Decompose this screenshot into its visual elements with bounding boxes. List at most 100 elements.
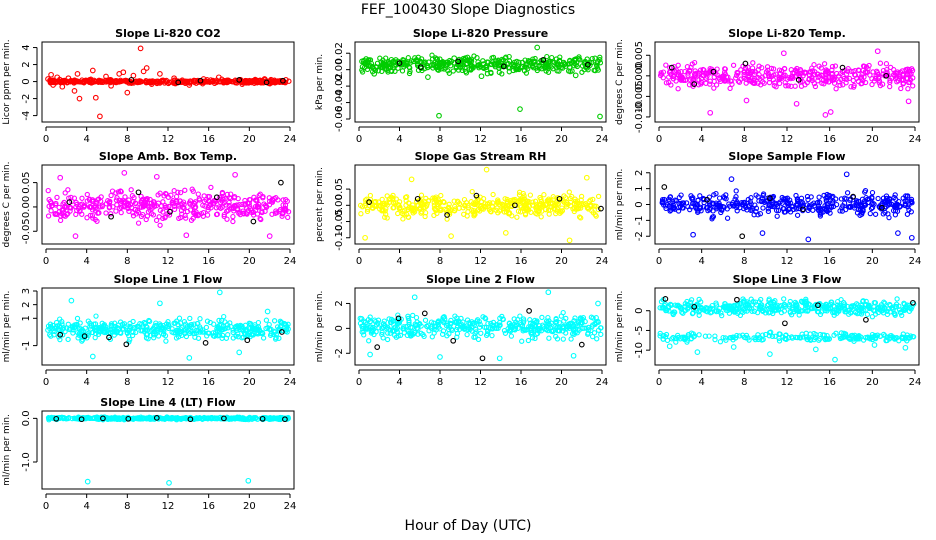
band-point: [858, 76, 865, 82]
band-point: [464, 60, 470, 67]
band-point: [903, 193, 909, 199]
band-point: [269, 415, 275, 421]
data-point: [283, 77, 289, 83]
band-point: [887, 335, 893, 341]
band-point: [733, 75, 739, 81]
band-point: [597, 54, 603, 60]
band-point: [907, 305, 913, 311]
band-point: [469, 188, 475, 195]
y-tick-label: -0.04: [334, 90, 345, 116]
band-point: [208, 201, 214, 208]
band-point: [682, 307, 689, 313]
band-point: [829, 200, 836, 206]
data-point: [166, 480, 172, 486]
band-point: [359, 67, 365, 73]
band-point: [368, 324, 374, 330]
data-point: [137, 45, 144, 52]
band-point: [591, 330, 598, 336]
band-point: [394, 325, 401, 331]
band-point: [545, 196, 552, 202]
black-data-point: [879, 204, 885, 211]
band-point: [501, 209, 508, 215]
band-point: [421, 204, 427, 211]
x-tick-label: 16: [515, 256, 528, 267]
black-data-point: [396, 60, 403, 66]
band-point: [527, 58, 533, 64]
data-point: [388, 56, 395, 63]
band-point: [130, 198, 136, 205]
band-point: [464, 331, 470, 338]
band-point: [690, 310, 696, 316]
band-point: [140, 415, 147, 421]
x-tick-label: 24: [909, 377, 922, 388]
data-point: [45, 76, 51, 82]
band-point: [250, 325, 256, 331]
band-point: [565, 68, 572, 74]
x-tick-label: 0: [43, 377, 49, 388]
band-point: [365, 206, 371, 212]
band-point: [379, 64, 385, 70]
band-point: [810, 207, 816, 213]
band-point: [414, 322, 420, 328]
band-point: [851, 303, 857, 309]
band-point: [421, 201, 427, 207]
band-point: [219, 190, 226, 197]
x-tick-label: 12: [162, 501, 175, 512]
band-point: [704, 73, 710, 79]
band-point: [817, 199, 823, 206]
band-point: [776, 80, 783, 87]
band-point: [143, 79, 149, 85]
band-point: [907, 334, 913, 341]
band-point: [703, 70, 710, 77]
band-point: [713, 82, 720, 88]
data-point: [478, 73, 485, 80]
band-point: [760, 307, 766, 314]
band-point: [45, 327, 51, 333]
band-point: [794, 197, 801, 203]
band-point: [844, 76, 850, 82]
band-point: [392, 325, 398, 331]
black-data-point: [123, 341, 130, 348]
band-point: [794, 212, 801, 218]
x-tick-label: 8: [124, 501, 130, 512]
band-point: [474, 207, 481, 213]
band-point: [861, 202, 868, 209]
x-tick-label: 20: [866, 377, 879, 388]
plot-frame: [41, 164, 295, 245]
band-point: [673, 198, 680, 204]
band-point: [188, 217, 195, 223]
black-data-point: [473, 192, 480, 199]
band-point: [679, 334, 685, 340]
band-point: [263, 317, 270, 323]
band-point: [823, 71, 829, 77]
data-point: [171, 75, 177, 82]
band-point: [766, 296, 772, 302]
band-point: [68, 194, 74, 201]
y-tick-label: -2: [334, 348, 345, 358]
data-point: [264, 308, 271, 315]
band-point: [127, 202, 134, 208]
band-point: [59, 318, 65, 325]
band-point: [848, 84, 854, 90]
band-point: [434, 66, 441, 73]
data-point: [59, 83, 66, 90]
band-point: [545, 325, 551, 331]
y-axis-label: ml/min per min.: [615, 169, 625, 241]
band-point: [520, 320, 526, 326]
band-point: [582, 318, 588, 325]
band-point: [137, 204, 143, 210]
band-point: [893, 202, 899, 209]
band-point: [266, 321, 272, 328]
band-point: [72, 322, 78, 328]
x-tick-label: 8: [437, 377, 443, 388]
band-point: [859, 209, 865, 216]
band-point: [54, 194, 60, 201]
data-point: [232, 171, 238, 178]
band-point: [460, 205, 466, 211]
band-point: [228, 191, 234, 197]
band-point: [833, 196, 839, 202]
band-point: [239, 201, 245, 208]
band-point: [392, 68, 398, 74]
band-point: [146, 318, 153, 325]
band-point: [855, 306, 862, 312]
